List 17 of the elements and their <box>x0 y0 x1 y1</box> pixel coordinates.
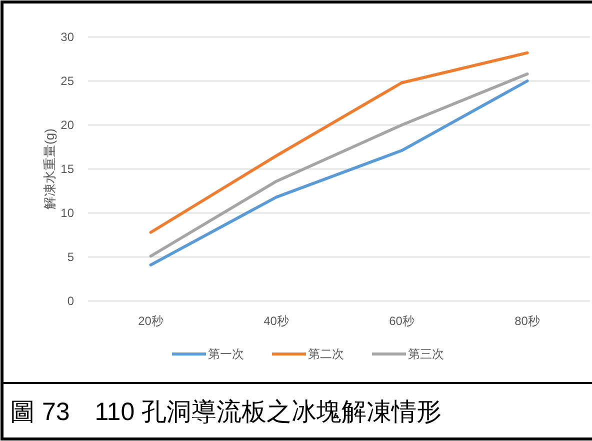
y-tick-label: 10 <box>60 206 74 220</box>
y-tick-label: 15 <box>60 162 74 176</box>
x-tick-label: 20秒 <box>138 314 164 328</box>
legend-label: 第二次 <box>308 347 344 361</box>
y-tick-label: 25 <box>60 74 74 88</box>
y-tick-label: 30 <box>60 30 74 44</box>
x-tick-label: 60秒 <box>389 314 414 328</box>
line-series <box>149 51 529 234</box>
y-axis-title: 解凍水重量(g) <box>42 128 57 210</box>
y-tick-label: 20 <box>60 118 74 132</box>
x-tick-label: 80秒 <box>514 314 540 328</box>
x-tick-label: 40秒 <box>264 314 289 328</box>
y-tick-label: 5 <box>67 250 74 264</box>
legend-label: 第三次 <box>408 347 444 361</box>
y-tick-label: 0 <box>67 294 74 308</box>
caption: 圖 73 110 孔洞導流板之冰塊解凍情形 <box>10 398 442 426</box>
legend-label: 第一次 <box>208 347 244 361</box>
